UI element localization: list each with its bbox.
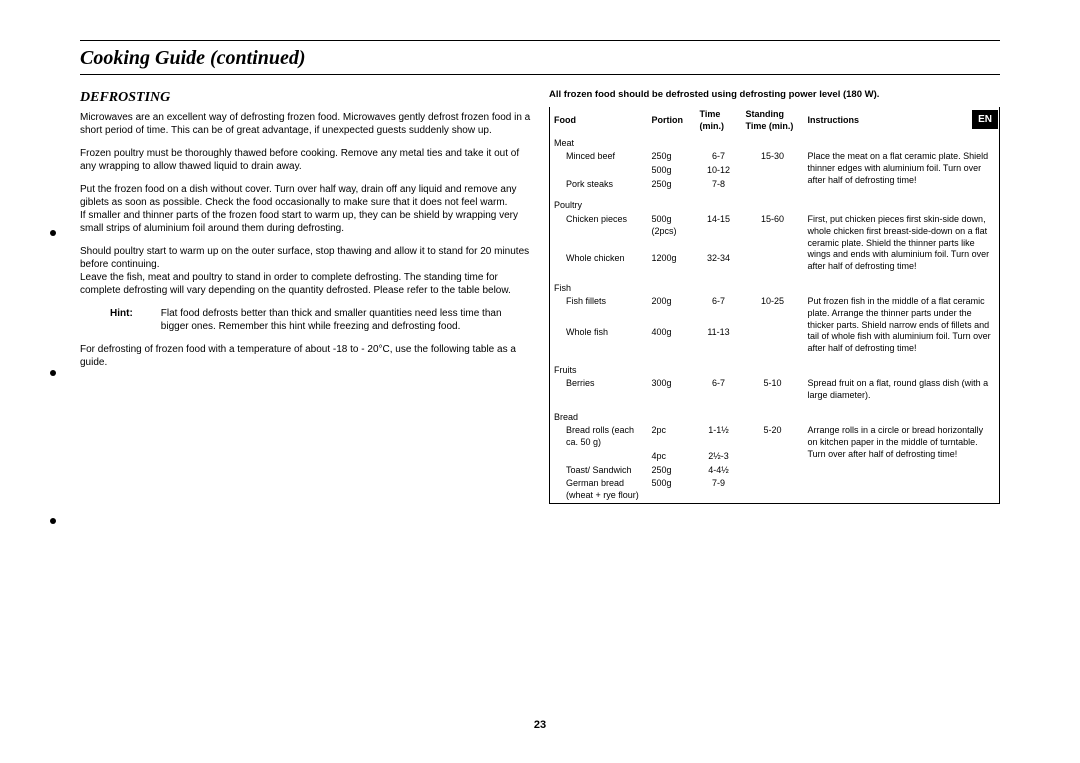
th-portion: Portion bbox=[648, 107, 696, 134]
table-row: Minced beef250g6-715-30Place the meat on… bbox=[550, 150, 1000, 164]
section-heading: DEFROSTING bbox=[80, 89, 531, 107]
cell-standing bbox=[742, 477, 804, 503]
cell-portion: 250g bbox=[648, 150, 696, 164]
cell-standing bbox=[742, 450, 804, 464]
table-caption: All frozen food should be defrosted usin… bbox=[549, 89, 1000, 101]
cell-portion: 4pc bbox=[648, 450, 696, 464]
cell-standing: 5-10 bbox=[742, 377, 804, 402]
cell-standing bbox=[742, 164, 804, 178]
cell-time: 6-7 bbox=[696, 295, 742, 325]
paragraph: For defrosting of frozen food with a tem… bbox=[80, 343, 531, 369]
cell-time: 14-15 bbox=[696, 213, 742, 252]
th-food: Food bbox=[550, 107, 648, 134]
cell-food: Toast/ Sandwich bbox=[550, 464, 648, 478]
paragraph: Should poultry start to warm up on the o… bbox=[80, 245, 531, 271]
category-cell: Bread bbox=[550, 409, 1000, 425]
cell-time: 2½-3 bbox=[696, 450, 742, 464]
table-category-row: Poultry bbox=[550, 197, 1000, 213]
cell-time: 6-7 bbox=[696, 150, 742, 164]
cell-portion: 2pc bbox=[648, 424, 696, 449]
table-category-row: Fruits bbox=[550, 362, 1000, 378]
cell-portion: 400g bbox=[648, 326, 696, 356]
cell-portion: 250g bbox=[648, 464, 696, 478]
cell-food: German bread (wheat + rye flour) bbox=[550, 477, 648, 503]
paragraph: Put the frozen food on a dish without co… bbox=[80, 183, 531, 209]
cell-time: 7-8 bbox=[696, 178, 742, 192]
cell-standing bbox=[742, 326, 804, 356]
table-row: Berries300g6-75-10Spread fruit on a flat… bbox=[550, 377, 1000, 402]
defrosting-table: Food Portion Time (min.) Standing Time (… bbox=[549, 107, 1000, 503]
cell-standing bbox=[742, 252, 804, 273]
cell-time: 1-1½ bbox=[696, 424, 742, 449]
cell-time: 7-9 bbox=[696, 477, 742, 503]
binder-hole bbox=[50, 230, 56, 236]
cell-time: 11-13 bbox=[696, 326, 742, 356]
paragraph: Frozen poultry must be thoroughly thawed… bbox=[80, 147, 531, 173]
cell-food: Pork steaks bbox=[550, 178, 648, 192]
cell-food: Berries bbox=[550, 377, 648, 402]
paragraph: If smaller and thinner parts of the froz… bbox=[80, 209, 531, 235]
cell-food: Bread rolls (each ca. 50 g) bbox=[550, 424, 648, 449]
cell-instructions: Arrange rolls in a circle or bread horiz… bbox=[804, 424, 1000, 503]
cell-portion: 300g bbox=[648, 377, 696, 402]
category-cell: Fish bbox=[550, 280, 1000, 296]
paragraph: Microwaves are an excellent way of defro… bbox=[80, 111, 531, 137]
cell-food: Whole fish bbox=[550, 326, 648, 356]
cell-portion: 500g bbox=[648, 477, 696, 503]
page-number: 23 bbox=[0, 719, 1080, 731]
cell-standing: 15-30 bbox=[742, 150, 804, 164]
cell-standing: 15-60 bbox=[742, 213, 804, 252]
cell-time: 4-4½ bbox=[696, 464, 742, 478]
cell-instructions: First, put chicken pieces first skin-sid… bbox=[804, 213, 1000, 273]
cell-instructions: Spread fruit on a flat, round glass dish… bbox=[804, 377, 1000, 402]
cell-food: Whole chicken bbox=[550, 252, 648, 273]
right-column: All frozen food should be defrosted usin… bbox=[549, 89, 1000, 504]
hint-block: Hint: Flat food defrosts better than thi… bbox=[80, 307, 531, 333]
content-columns: DEFROSTING Microwaves are an excellent w… bbox=[80, 89, 1000, 504]
cell-standing: 10-25 bbox=[742, 295, 804, 325]
cell-time: 6-7 bbox=[696, 377, 742, 402]
cell-standing bbox=[742, 178, 804, 192]
cell-food bbox=[550, 164, 648, 178]
cell-time: 10-12 bbox=[696, 164, 742, 178]
rule-under-title bbox=[80, 74, 1000, 75]
hint-label: Hint: bbox=[80, 307, 133, 333]
table-category-row: Fish bbox=[550, 280, 1000, 296]
th-time: Time (min.) bbox=[696, 107, 742, 134]
cell-food: Fish fillets bbox=[550, 295, 648, 325]
cell-standing bbox=[742, 464, 804, 478]
binder-hole bbox=[50, 370, 56, 376]
left-column: DEFROSTING Microwaves are an excellent w… bbox=[80, 89, 531, 504]
th-instructions: Instructions bbox=[804, 107, 1000, 134]
cell-food: Chicken pieces bbox=[550, 213, 648, 252]
binder-hole bbox=[50, 518, 56, 524]
cell-food bbox=[550, 450, 648, 464]
cell-portion: 500g bbox=[648, 164, 696, 178]
table-category-row: Bread bbox=[550, 409, 1000, 425]
cell-instructions: Put frozen fish in the middle of a flat … bbox=[804, 295, 1000, 355]
hint-text: Flat food defrosts better than thick and… bbox=[161, 307, 531, 333]
cell-portion: 1200g bbox=[648, 252, 696, 273]
category-cell: Fruits bbox=[550, 362, 1000, 378]
table-header-row: Food Portion Time (min.) Standing Time (… bbox=[550, 107, 1000, 134]
cell-standing: 5-20 bbox=[742, 424, 804, 449]
table-body: MeatMinced beef250g6-715-30Place the mea… bbox=[550, 135, 1000, 503]
cell-portion: 250g bbox=[648, 178, 696, 192]
table-category-row: Meat bbox=[550, 135, 1000, 151]
table-row: Fish fillets200g6-710-25Put frozen fish … bbox=[550, 295, 1000, 325]
rule-top bbox=[80, 40, 1000, 41]
cell-time: 32-34 bbox=[696, 252, 742, 273]
cell-food: Minced beef bbox=[550, 150, 648, 164]
cell-instructions: Place the meat on a flat ceramic plate. … bbox=[804, 150, 1000, 191]
cell-portion: 200g bbox=[648, 295, 696, 325]
th-standing: Standing Time (min.) bbox=[742, 107, 804, 134]
category-cell: Meat bbox=[550, 135, 1000, 151]
category-cell: Poultry bbox=[550, 197, 1000, 213]
table-row: Bread rolls (each ca. 50 g)2pc1-1½5-20Ar… bbox=[550, 424, 1000, 449]
page-title: Cooking Guide (continued) bbox=[80, 47, 1000, 70]
cell-portion: 500g (2pcs) bbox=[648, 213, 696, 252]
paragraph: Leave the fish, meat and poultry to stan… bbox=[80, 271, 531, 297]
table-row: Chicken pieces500g (2pcs)14-1515-60First… bbox=[550, 213, 1000, 252]
